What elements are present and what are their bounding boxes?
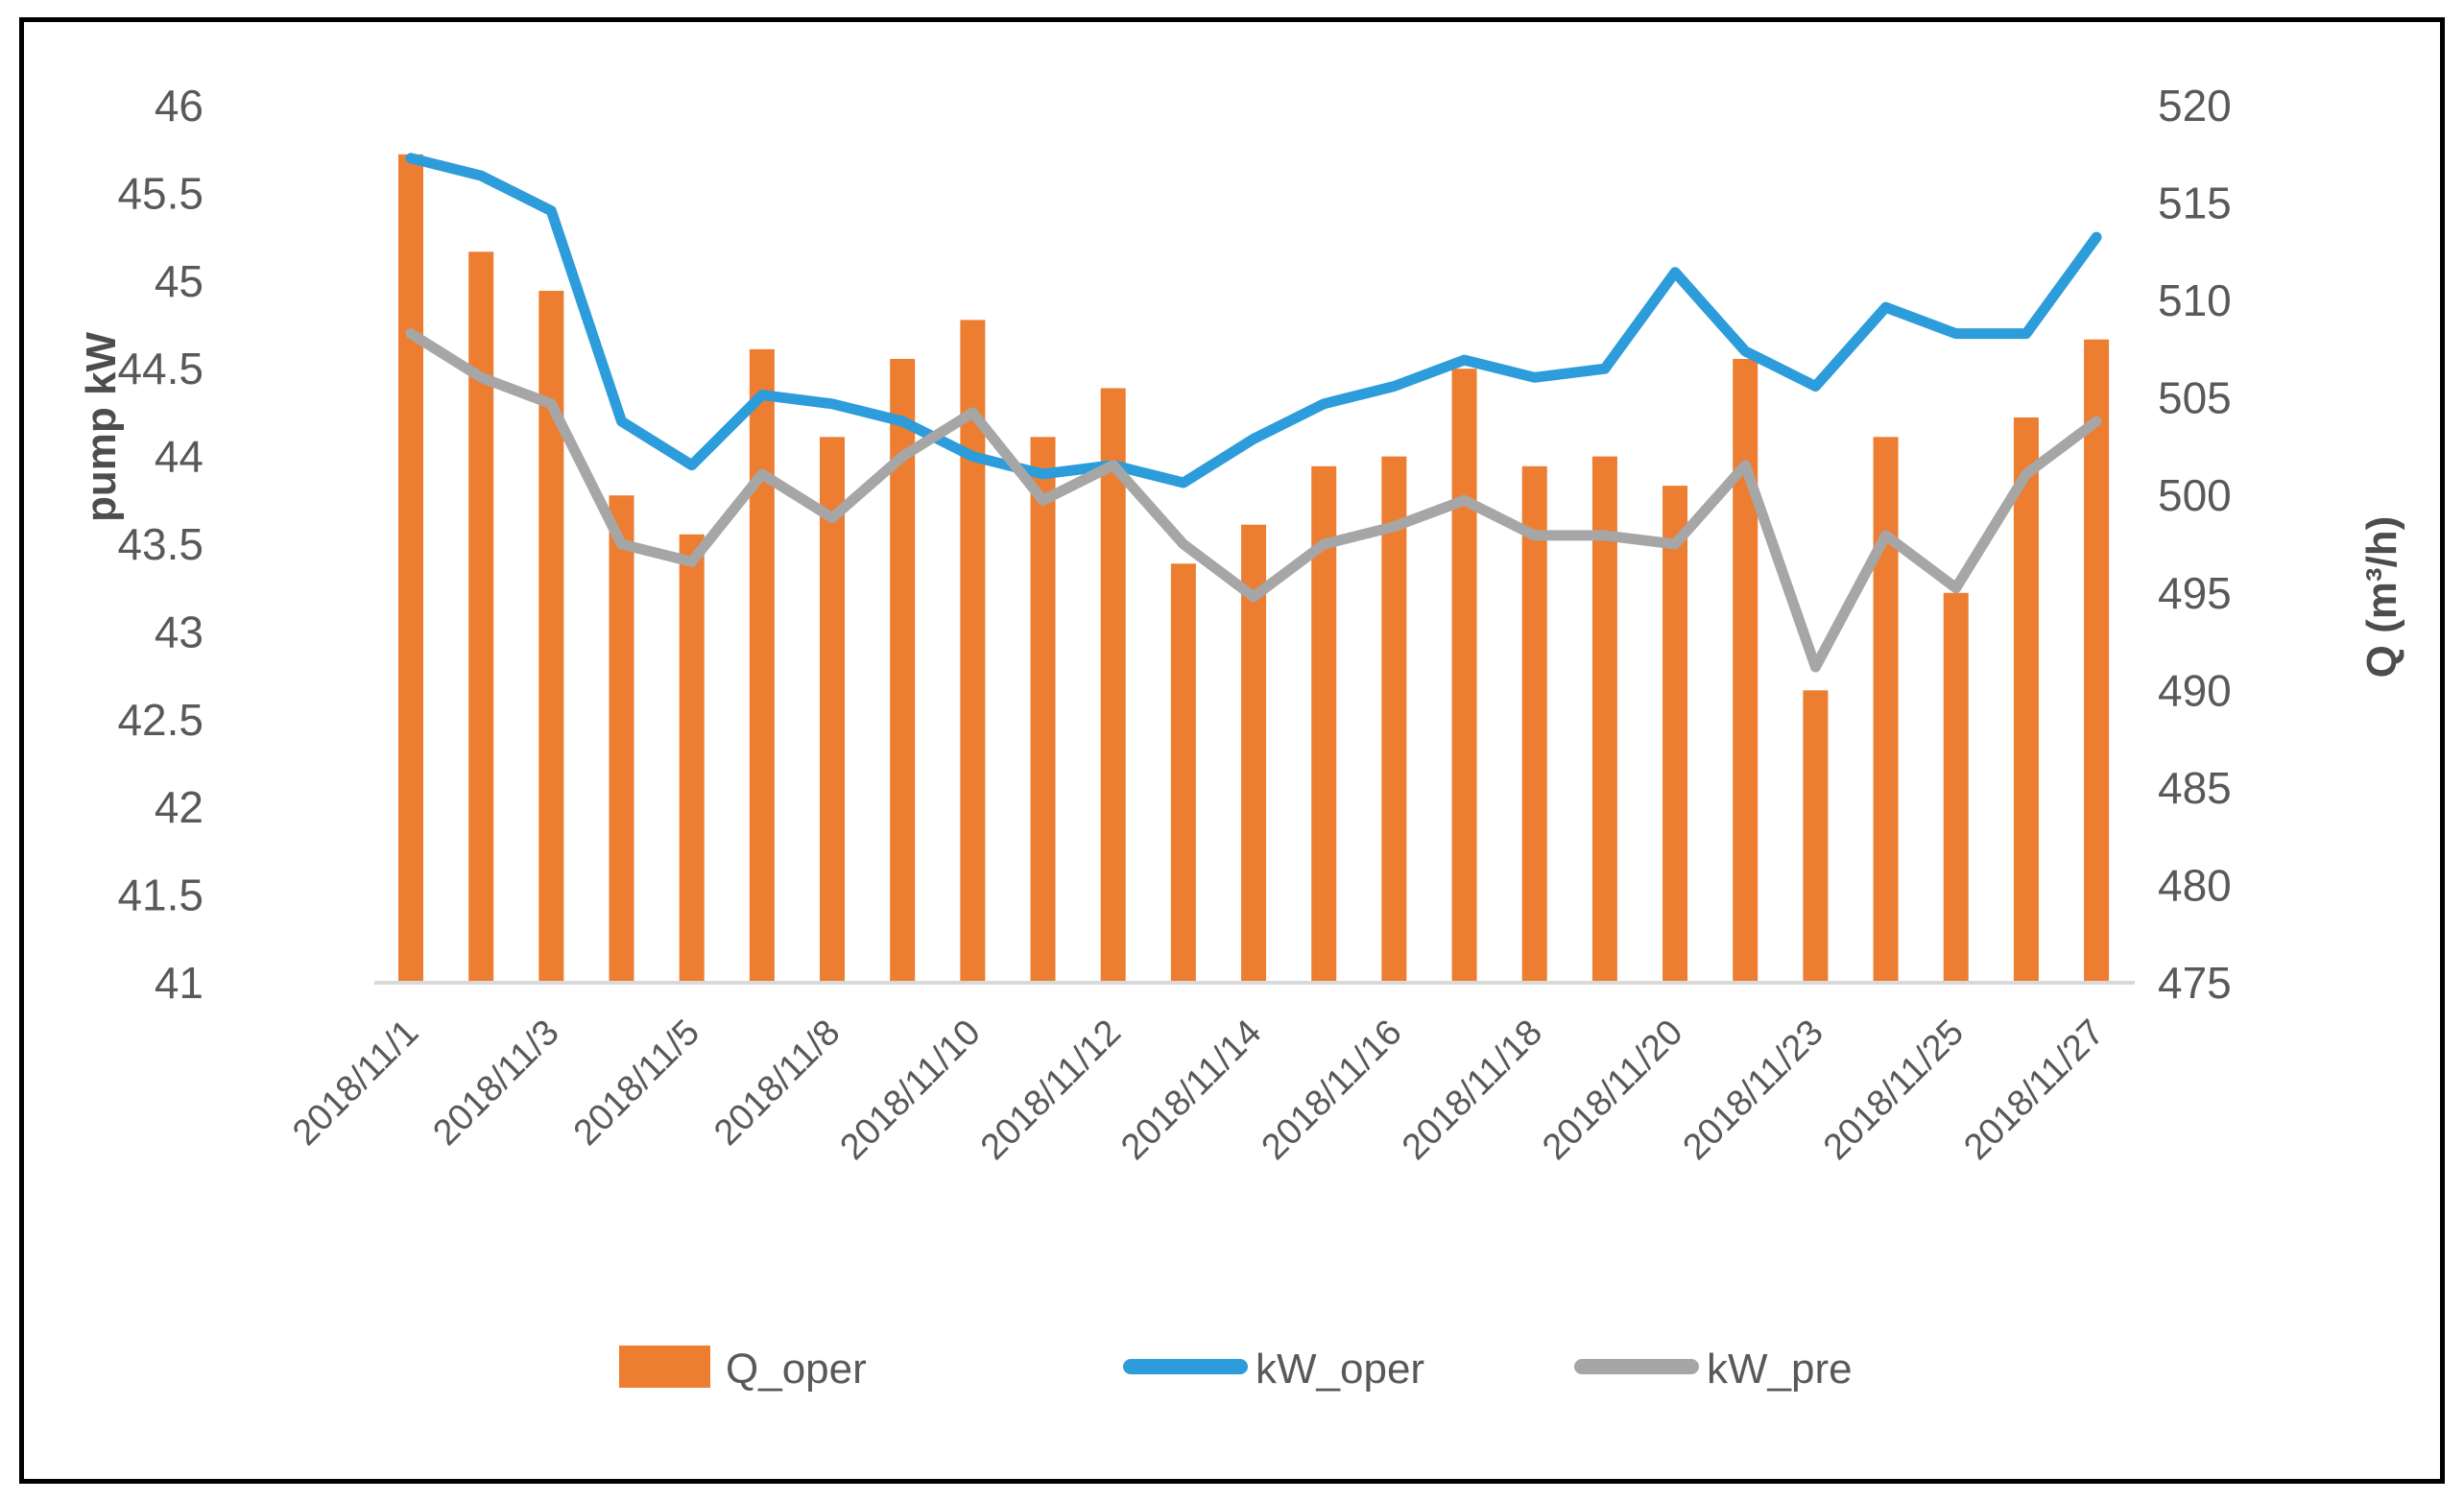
bar-2018/11/23 [1803,690,1829,983]
bar-2018/11/24 [1873,437,1899,983]
legend-item-kw-pre: kW_pre [1574,1346,1853,1393]
left-tick-41.5: 41.5 [117,870,203,920]
x-label-2018/11/16: 2018/11/16 [1255,1013,1410,1168]
line-kW_oper [405,153,2102,488]
bar-2018/11/21 [1733,359,1758,983]
bar-2018/11/6 [749,348,775,983]
right-tick-485: 485 [2158,763,2232,813]
x-label-2018/11/5: 2018/11/5 [566,1013,707,1154]
bar-series-group [398,154,2110,984]
bar-2018/11/25 [1943,592,1969,983]
legend-label-q-oper: Q_oper [726,1346,867,1393]
x-label-2018/11/1: 2018/11/1 [285,1013,426,1154]
left-tick-42: 42 [155,782,203,832]
x-label-2018/11/18: 2018/11/18 [1395,1013,1550,1168]
legend: Q_oper kW_oper kW_pre [619,1346,1853,1393]
right-tick-475: 475 [2158,958,2232,1008]
right-tick-480: 480 [2158,860,2232,910]
bar-2018/11/13 [1170,563,1196,983]
right-tick-490: 490 [2158,665,2232,715]
left-tick-45: 45 [155,256,203,306]
left-tick-43.5: 43.5 [117,519,203,569]
left-tick-44.5: 44.5 [117,344,203,393]
line-series-group [405,153,2102,673]
x-label-2018/11/8: 2018/11/8 [706,1013,848,1154]
bar-2018/11/3 [538,291,564,983]
right-tick-505: 505 [2158,373,2232,423]
left-tick-42.5: 42.5 [117,695,203,745]
left-tick-44: 44 [155,432,203,482]
bar-2018/11/12 [1100,388,1126,983]
right-tick-515: 515 [2158,179,2232,228]
bar-2018/11/11 [1030,437,1056,983]
legend-item-q-oper: Q_oper [619,1346,867,1393]
bar-2018/11/2 [468,251,494,983]
bar-2018/11/20 [1663,486,1688,984]
bar-2018/11/4 [609,495,634,983]
x-label-2018/11/27: 2018/11/27 [1956,1013,2112,1168]
left-tick-45.5: 45.5 [117,168,203,218]
legend-label-kw-oper: kW_oper [1256,1346,1424,1393]
x-label-2018/11/12: 2018/11/12 [973,1013,1129,1168]
left-axis-title: pump kW [78,332,125,522]
bar-2018/11/26 [2013,417,2039,983]
x-label-2018/11/25: 2018/11/25 [1816,1013,1972,1168]
bar-2018/11/17 [1451,369,1477,983]
right-tick-500: 500 [2158,470,2232,520]
left-tick-46: 46 [155,81,203,131]
q-oper-bar-swatch-icon [619,1346,710,1388]
x-label-2018/11/3: 2018/11/3 [425,1013,566,1154]
right-tick-495: 495 [2158,568,2232,618]
right-axis-tick-labels: 520 515 510 505 500 495 490 485 480 475 [2158,81,2232,1008]
x-label-2018/11/23: 2018/11/23 [1676,1013,1831,1168]
bar-2018/11/8 [820,437,846,983]
bar-2018/11/19 [1591,456,1617,984]
left-axis-tick-labels: 46 45.5 45 44.5 44 43.5 43 42.5 42 41.5 41 [117,81,203,1008]
left-tick-43: 43 [155,607,203,656]
legend-label-kw-pre: kW_pre [1707,1346,1853,1393]
legend-item-kw-oper: kW_oper [1123,1346,1424,1393]
x-label-2018/11/20: 2018/11/20 [1535,1013,1690,1168]
right-axis-title: Q (m³/h) [2358,516,2405,679]
left-tick-41: 41 [155,958,203,1008]
right-tick-510: 510 [2158,275,2232,325]
right-tick-520: 520 [2158,81,2232,131]
bar-2018/11/27 [2084,339,2110,983]
bar-2018/11/16 [1381,456,1407,984]
figure-border [19,17,2445,1484]
bar-2018/11/1 [398,154,423,984]
x-label-2018/11/14: 2018/11/14 [1113,1013,1269,1168]
line-kW_pre [405,328,2102,673]
bar-2018/11/18 [1521,465,1547,983]
x-axis-date-labels: 2018/11/1 2018/11/3 2018/11/5 2018/11/82018… [285,1013,2112,1168]
bar-2018/11/5 [679,534,705,983]
x-label-2018/11/10: 2018/11/10 [833,1013,989,1168]
